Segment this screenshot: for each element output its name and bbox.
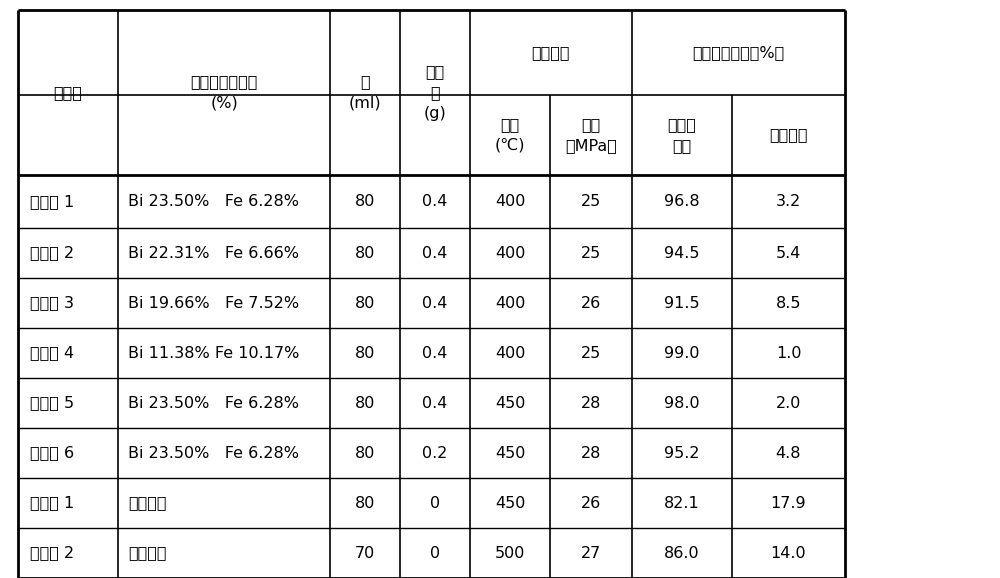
- Text: 98.0: 98.0: [664, 395, 700, 410]
- Text: 反应条件: 反应条件: [532, 45, 570, 60]
- Text: 实施例 2: 实施例 2: [30, 246, 74, 261]
- Text: 400: 400: [495, 194, 525, 209]
- Text: 82.1: 82.1: [664, 495, 700, 510]
- Text: 99.0: 99.0: [664, 346, 700, 361]
- Text: Bi 11.38% Fe 10.17%: Bi 11.38% Fe 10.17%: [128, 346, 299, 361]
- Text: 实施例 1: 实施例 1: [30, 194, 74, 209]
- Text: 400: 400: [495, 246, 525, 261]
- Text: Bi 22.31%   Fe 6.66%: Bi 22.31% Fe 6.66%: [128, 246, 299, 261]
- Text: 86.0: 86.0: [664, 546, 700, 561]
- Text: 0: 0: [430, 495, 440, 510]
- Text: 450: 450: [495, 495, 525, 510]
- Text: 25: 25: [581, 194, 601, 209]
- Text: 80: 80: [355, 446, 375, 461]
- Text: 28: 28: [581, 446, 601, 461]
- Text: Bi 19.66%   Fe 7.52%: Bi 19.66% Fe 7.52%: [128, 295, 299, 310]
- Text: 400: 400: [495, 295, 525, 310]
- Text: 25: 25: [581, 246, 601, 261]
- Text: 对比例 1: 对比例 1: [30, 495, 74, 510]
- Text: 压力
（MPa）: 压力 （MPa）: [565, 117, 617, 153]
- Text: 4.8: 4.8: [776, 446, 801, 461]
- Text: 活性组分及含量
(%): 活性组分及含量 (%): [190, 75, 258, 110]
- Text: 0: 0: [430, 546, 440, 561]
- Text: 可燃性
气体: 可燃性 气体: [668, 117, 696, 153]
- Text: 实施例 3: 实施例 3: [30, 295, 74, 310]
- Text: 400: 400: [495, 346, 525, 361]
- Text: 实施例 5: 实施例 5: [30, 395, 74, 410]
- Text: 水
(ml): 水 (ml): [349, 75, 381, 110]
- Text: 80: 80: [355, 395, 375, 410]
- Text: 3.2: 3.2: [776, 194, 801, 209]
- Text: 80: 80: [355, 246, 375, 261]
- Text: 450: 450: [495, 395, 525, 410]
- Text: 14.0: 14.0: [771, 546, 806, 561]
- Text: 8.5: 8.5: [776, 295, 801, 310]
- Text: 1.0: 1.0: [776, 346, 801, 361]
- Text: 实施例: 实施例: [54, 85, 82, 100]
- Text: 0.4: 0.4: [422, 194, 448, 209]
- Text: 94.5: 94.5: [664, 246, 700, 261]
- Text: Bi 23.50%   Fe 6.28%: Bi 23.50% Fe 6.28%: [128, 194, 299, 209]
- Text: 450: 450: [495, 446, 525, 461]
- Text: 26: 26: [581, 495, 601, 510]
- Text: 80: 80: [355, 495, 375, 510]
- Text: 500: 500: [495, 546, 525, 561]
- Text: 95.2: 95.2: [664, 446, 700, 461]
- Text: 96.8: 96.8: [664, 194, 700, 209]
- Text: 催化
剂
(g): 催化 剂 (g): [424, 64, 446, 121]
- Text: 80: 80: [355, 295, 375, 310]
- Text: 80: 80: [355, 194, 375, 209]
- Text: 70: 70: [355, 546, 375, 561]
- Text: Bi 23.50%   Fe 6.28%: Bi 23.50% Fe 6.28%: [128, 446, 299, 461]
- Text: 5.4: 5.4: [776, 246, 801, 261]
- Text: 无催化剂: 无催化剂: [128, 495, 166, 510]
- Text: 实施例 6: 实施例 6: [30, 446, 74, 461]
- Text: 0.4: 0.4: [422, 246, 448, 261]
- Text: 无催化剂: 无催化剂: [128, 546, 166, 561]
- Text: 0.4: 0.4: [422, 395, 448, 410]
- Text: 对比例 2: 对比例 2: [30, 546, 74, 561]
- Text: 80: 80: [355, 346, 375, 361]
- Text: 实施例 4: 实施例 4: [30, 346, 74, 361]
- Text: 17.9: 17.9: [771, 495, 806, 510]
- Text: 26: 26: [581, 295, 601, 310]
- Text: 0.2: 0.2: [422, 446, 448, 461]
- Text: 0.4: 0.4: [422, 295, 448, 310]
- Text: 二氧化碳: 二氧化碳: [769, 128, 808, 143]
- Text: 温度
(℃): 温度 (℃): [495, 117, 525, 153]
- Text: 27: 27: [581, 546, 601, 561]
- Text: 25: 25: [581, 346, 601, 361]
- Text: 2.0: 2.0: [776, 395, 801, 410]
- Text: 0.4: 0.4: [422, 346, 448, 361]
- Text: Bi 23.50%   Fe 6.28%: Bi 23.50% Fe 6.28%: [128, 395, 299, 410]
- Text: 91.5: 91.5: [664, 295, 700, 310]
- Text: 28: 28: [581, 395, 601, 410]
- Text: 所占气体分数（%）: 所占气体分数（%）: [692, 45, 785, 60]
